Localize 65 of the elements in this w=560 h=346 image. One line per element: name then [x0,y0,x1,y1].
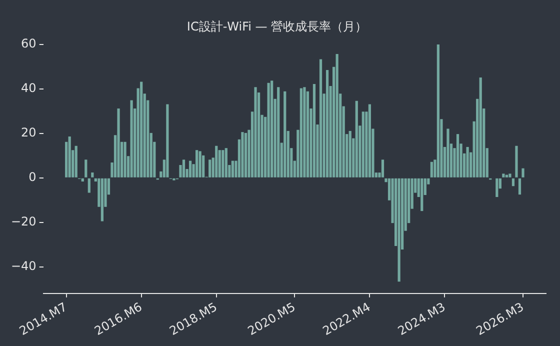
bar [502,174,505,178]
bar [430,162,433,178]
bar [218,150,221,178]
bar [336,54,338,178]
bar [277,87,280,178]
y-tick-label: 60 [21,36,36,51]
bar [398,178,400,282]
bar [446,128,450,178]
bar [496,178,498,198]
bar [284,91,286,178]
bar [420,178,424,212]
bar [91,172,94,178]
bar [368,104,371,178]
bar [512,178,515,186]
bar [222,150,224,178]
bar [68,136,71,178]
bar [300,88,302,178]
bar [505,174,508,178]
y-tick-label: −40 [10,259,36,274]
bar [195,150,198,178]
bar [267,82,270,178]
bar [436,44,440,178]
bar [117,108,120,178]
bar [215,146,218,178]
bar [81,178,84,182]
bar [202,155,205,178]
bar [84,160,88,178]
bar [479,78,482,178]
bar [518,178,522,195]
bar [348,130,352,178]
bar [306,91,310,178]
y-tick-label: −20 [10,214,36,229]
bar [88,178,90,193]
chart-title: IC設計-WiFi — 營收成長率（月） [186,19,368,34]
bar [254,87,257,178]
bar [355,100,358,178]
bar [362,112,364,178]
bar [198,151,202,178]
bar [166,104,169,178]
y-tick-label: 20 [21,126,36,140]
bar [456,134,460,178]
bar [182,160,186,178]
bar [319,59,322,178]
bar [224,148,228,178]
bar [270,80,274,178]
bar [312,84,316,178]
bar [74,146,78,178]
bar [466,146,469,178]
bar [241,132,244,178]
bar [130,100,133,178]
y-tick-label: 40 [21,81,36,96]
bar [522,168,524,178]
bar [244,132,248,178]
bar [208,160,212,178]
bar [124,142,126,178]
bar [515,146,518,178]
bar [188,160,192,178]
bar [140,82,143,178]
bar [381,160,384,178]
bar [508,174,512,178]
bar [303,87,306,178]
bar [231,160,234,178]
bar [100,178,104,222]
bar [326,70,329,178]
y-tick-label: 0 [28,170,36,184]
